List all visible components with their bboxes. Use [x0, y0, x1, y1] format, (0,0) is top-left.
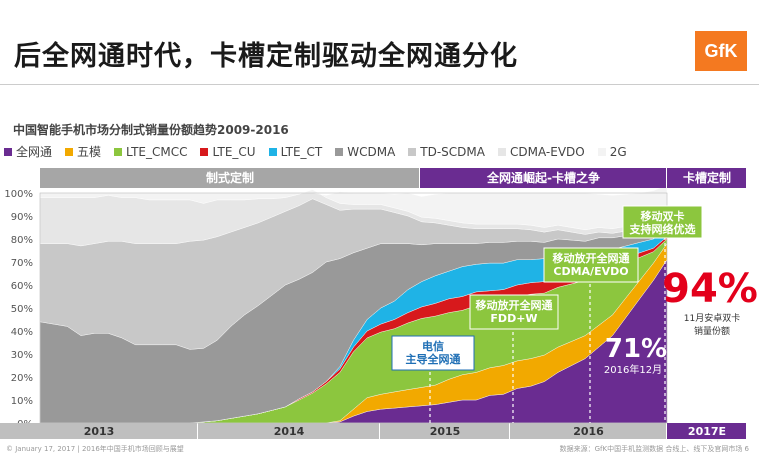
stat-94-value: 94% [662, 266, 758, 312]
legend-item-3: LTE_CU [200, 143, 256, 160]
annotation-box-2 [543, 247, 639, 283]
x-period-0 [0, 423, 197, 439]
band-1 [420, 168, 666, 188]
chart-legend: 全网通 五模 LTE_CMCC LTE_CU LTE_CT WCDMA TD-SCDMA CD… [4, 143, 627, 160]
x-period-1 [198, 423, 379, 439]
x-period-label: 2015 [430, 425, 461, 438]
legend-item-1: 五模 [65, 143, 101, 160]
band-0 [40, 168, 419, 188]
legend-swatch [114, 147, 123, 156]
legend-swatch [335, 147, 344, 156]
stat-94-caption: 11月安卓双卡 [684, 312, 740, 324]
y-tick-label: 30% [11, 350, 33, 361]
gfk-logo: GfK [695, 31, 747, 71]
annotation-box-0 [391, 335, 475, 371]
legend-item-4: LTE_CT [268, 143, 323, 160]
legend-swatch [597, 147, 606, 156]
legend-label: LTE_CT [280, 144, 323, 159]
band-2 [667, 168, 746, 188]
x-period-2 [380, 423, 509, 439]
y-tick-label: 60% [11, 281, 33, 292]
annotation-text: FDD+W [490, 312, 537, 325]
annotation-box-3 [622, 205, 703, 239]
y-axis: 0%10%20%30%40%50%60%70%80%90%100% [4, 189, 33, 430]
y-tick-label: 10% [11, 396, 33, 407]
y-tick-label: 100% [4, 189, 33, 200]
legend-item-5: WCDMA [335, 143, 395, 160]
legend-label: 全网通 [16, 145, 53, 159]
legend-item-7: CDMA-EVDO [497, 143, 585, 160]
band-label-0: 制式定制 [206, 170, 254, 185]
legend-swatch [497, 147, 506, 156]
y-tick-label: 20% [11, 373, 33, 384]
x-period-label: 2017E [688, 425, 726, 438]
annotation-text: CDMA/EVDO [553, 265, 628, 278]
footer-source: 数据来源：GfK中国手机监测数据 合线上、线下及官网市场 6 [559, 445, 749, 453]
x-period-label: 2013 [84, 425, 115, 438]
legend-label: 2G [609, 144, 627, 159]
annotation-text: 主导全网通 [406, 352, 461, 366]
y-tick-label: 80% [11, 235, 33, 246]
annotation-box-1 [469, 294, 559, 330]
page-title: 后全网通时代，卡槽定制驱动全网通分化 [14, 41, 518, 72]
annotation-text: 移动放开全网通 [553, 251, 630, 265]
band-label-2: 卡槽定制 [683, 170, 731, 185]
legend-label: 五模 [77, 145, 102, 159]
legend-label: TD-SCDMA [420, 144, 485, 159]
legend-swatch [408, 147, 417, 156]
legend-label: CDMA-EVDO [509, 144, 585, 159]
annotation-text: 电信 [422, 339, 444, 353]
stat-71-caption: 2016年12月 [604, 363, 662, 376]
y-tick-label: 50% [11, 304, 33, 315]
legend-swatch [4, 147, 12, 156]
title-divider [0, 84, 759, 85]
x-period-4 [667, 423, 746, 439]
legend-item-2: LTE_CMCC [114, 143, 187, 160]
y-tick-label: 70% [11, 258, 33, 269]
annotation-text: 移动双卡 [641, 209, 685, 223]
footer-copyright: © January 17, 2017 | 2016年中国手机市场回顾与展望 [6, 445, 184, 453]
legend-label: LTE_CMCC [126, 144, 188, 159]
legend-swatch [65, 147, 74, 156]
y-tick-label: 90% [11, 212, 33, 223]
legend-item-6: TD-SCDMA [408, 143, 485, 160]
legend-swatch [200, 147, 209, 156]
legend-label: WCDMA [347, 144, 396, 159]
x-period-3 [510, 423, 666, 439]
y-tick-label: 40% [11, 327, 33, 338]
legend-item-0: 全网通 [4, 143, 52, 160]
stat-71-value: 71% [605, 334, 667, 364]
chart-title: 中国智能手机市场分制式销量份额趋势2009-2016 [13, 123, 289, 137]
annotation-text: 移动放开全网通 [476, 298, 553, 312]
legend-swatch [268, 147, 277, 156]
legend-label: LTE_CU [212, 144, 256, 159]
areas [39, 184, 668, 424]
stat-94-caption: 销量份额 [694, 325, 730, 337]
legend-item-8: 2G [597, 143, 627, 160]
annotation-text: 支持网络优选 [629, 222, 696, 236]
x-period-label: 2016 [573, 425, 604, 438]
x-period-label: 2014 [274, 425, 305, 438]
band-label-1: 全网通崛起-卡槽之争 [486, 170, 600, 185]
